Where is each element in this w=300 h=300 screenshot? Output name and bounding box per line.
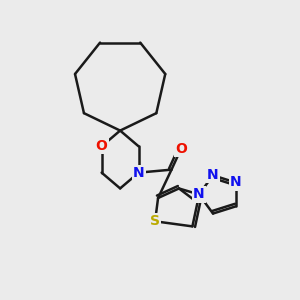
Text: N: N <box>230 176 242 190</box>
Text: N: N <box>133 166 145 180</box>
Text: N: N <box>193 188 205 201</box>
Text: S: S <box>150 214 160 228</box>
Text: O: O <box>96 140 108 153</box>
Text: O: O <box>175 142 187 156</box>
Text: N: N <box>207 168 219 182</box>
